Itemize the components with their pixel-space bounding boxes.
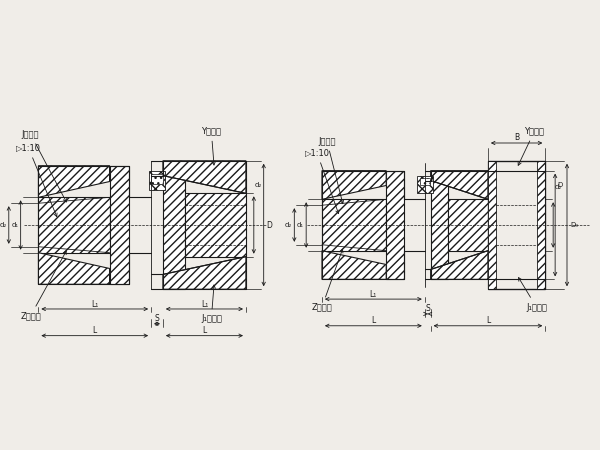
Text: S: S	[425, 305, 430, 314]
Bar	[185, 194, 246, 256]
Bar	[488, 161, 496, 289]
Text: J₁型軸孔: J₁型軸孔	[518, 278, 547, 311]
Text: J型軸孔: J型軸孔	[318, 136, 344, 203]
Polygon shape	[431, 251, 488, 279]
Polygon shape	[322, 251, 386, 279]
Text: Z型軸孔: Z型軸孔	[311, 249, 343, 311]
Polygon shape	[431, 171, 488, 199]
Text: L₁: L₁	[91, 300, 98, 309]
Bar	[110, 166, 130, 284]
Text: d₁: d₁	[296, 222, 304, 228]
Bar	[417, 176, 433, 194]
Bar	[431, 171, 448, 279]
Text: d₂: d₂	[554, 184, 562, 190]
Text: J型軸孔: J型軸孔	[22, 130, 67, 202]
Bar	[448, 199, 488, 251]
Text: L: L	[92, 326, 97, 335]
Text: S: S	[155, 315, 160, 324]
Text: d₂: d₂	[0, 222, 7, 228]
Text: D₀: D₀	[570, 222, 578, 228]
Text: L: L	[202, 326, 206, 335]
Bar	[420, 178, 430, 185]
Bar	[38, 198, 110, 252]
Text: d₁: d₁	[11, 222, 18, 228]
Polygon shape	[163, 161, 246, 194]
Text: ▷1:10: ▷1:10	[305, 148, 339, 214]
Text: Y型軸孔: Y型軸孔	[202, 126, 221, 165]
Bar	[322, 199, 386, 251]
Text: J₁型軸孔: J₁型軸孔	[201, 285, 222, 324]
Bar	[149, 171, 165, 190]
Text: L₁: L₁	[201, 300, 208, 309]
Polygon shape	[163, 256, 246, 289]
Polygon shape	[322, 171, 386, 199]
Text: L: L	[486, 316, 490, 325]
Text: Y型軸孔: Y型軸孔	[518, 126, 544, 165]
Text: L: L	[371, 316, 376, 325]
Bar	[163, 161, 185, 289]
Text: D: D	[557, 183, 563, 189]
Text: d₂: d₂	[285, 222, 292, 228]
Polygon shape	[38, 166, 110, 198]
Bar	[488, 161, 545, 289]
Bar	[538, 161, 545, 289]
Bar	[151, 174, 163, 184]
Text: L₁: L₁	[370, 290, 377, 299]
Polygon shape	[38, 252, 110, 284]
Text: D: D	[266, 220, 272, 230]
Text: d₂: d₂	[255, 183, 262, 189]
Text: Z型軸孔: Z型軸孔	[20, 251, 66, 320]
Bar	[386, 171, 404, 279]
Text: B: B	[514, 133, 519, 142]
Text: ▷1:10: ▷1:10	[16, 144, 57, 216]
